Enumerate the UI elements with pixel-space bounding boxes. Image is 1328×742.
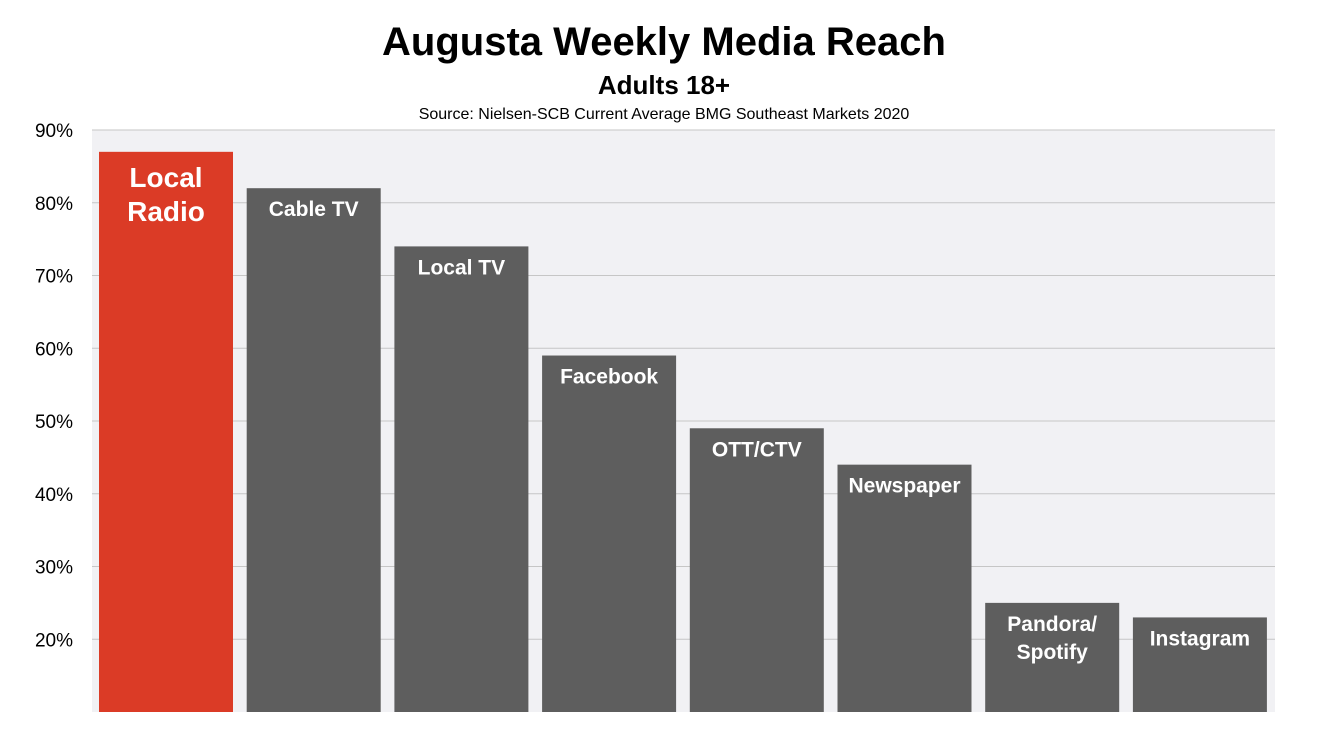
bar — [394, 246, 529, 712]
bar-label-line: Local — [129, 162, 202, 193]
bar-label-line: Cable TV — [269, 198, 359, 221]
bar-label: Instagram — [1150, 627, 1250, 650]
y-tick-label: 70% — [35, 267, 73, 288]
chart-title: Augusta Weekly Media Reach — [382, 20, 946, 64]
y-tick-label: 50% — [35, 412, 73, 433]
chart-source: Source: Nielsen-SCB Current Average BMG … — [418, 106, 910, 123]
bar-label: Newspaper — [848, 475, 960, 498]
bar-label-line: Local TV — [418, 256, 506, 279]
bar — [246, 188, 381, 712]
bar — [99, 151, 233, 712]
bar-label: OTT/CTV — [712, 438, 802, 461]
bar — [985, 602, 1120, 712]
bar — [837, 464, 972, 712]
y-tick-label: 80% — [35, 194, 73, 215]
bar-label-line: Newspaper — [848, 475, 960, 498]
bar-label-line: Facebook — [560, 366, 658, 389]
bar — [542, 355, 677, 712]
y-tick-label: 40% — [35, 485, 73, 506]
bar-label: Facebook — [560, 366, 658, 389]
bar-label-line: OTT/CTV — [712, 438, 802, 461]
bar — [1132, 617, 1267, 712]
y-tick-label: 60% — [35, 339, 73, 360]
bar — [689, 428, 824, 712]
bar-label: Local TV — [418, 256, 506, 279]
bar-label-line: Radio — [127, 196, 205, 227]
y-tick-label: 90% — [35, 121, 73, 142]
chart-subtitle: Adults 18+ — [597, 70, 731, 100]
bar-label: Cable TV — [269, 198, 359, 221]
bar-label-line: Instagram — [1150, 627, 1250, 650]
bar-label: Pandora/Spotify — [1007, 613, 1097, 664]
y-tick-label: 20% — [35, 630, 73, 651]
bar-label-line: Spotify — [1017, 641, 1088, 664]
bar-label-line: Pandora/ — [1007, 613, 1097, 636]
bar-label: Local Radio — [127, 162, 205, 227]
y-tick-label: 30% — [35, 558, 73, 579]
